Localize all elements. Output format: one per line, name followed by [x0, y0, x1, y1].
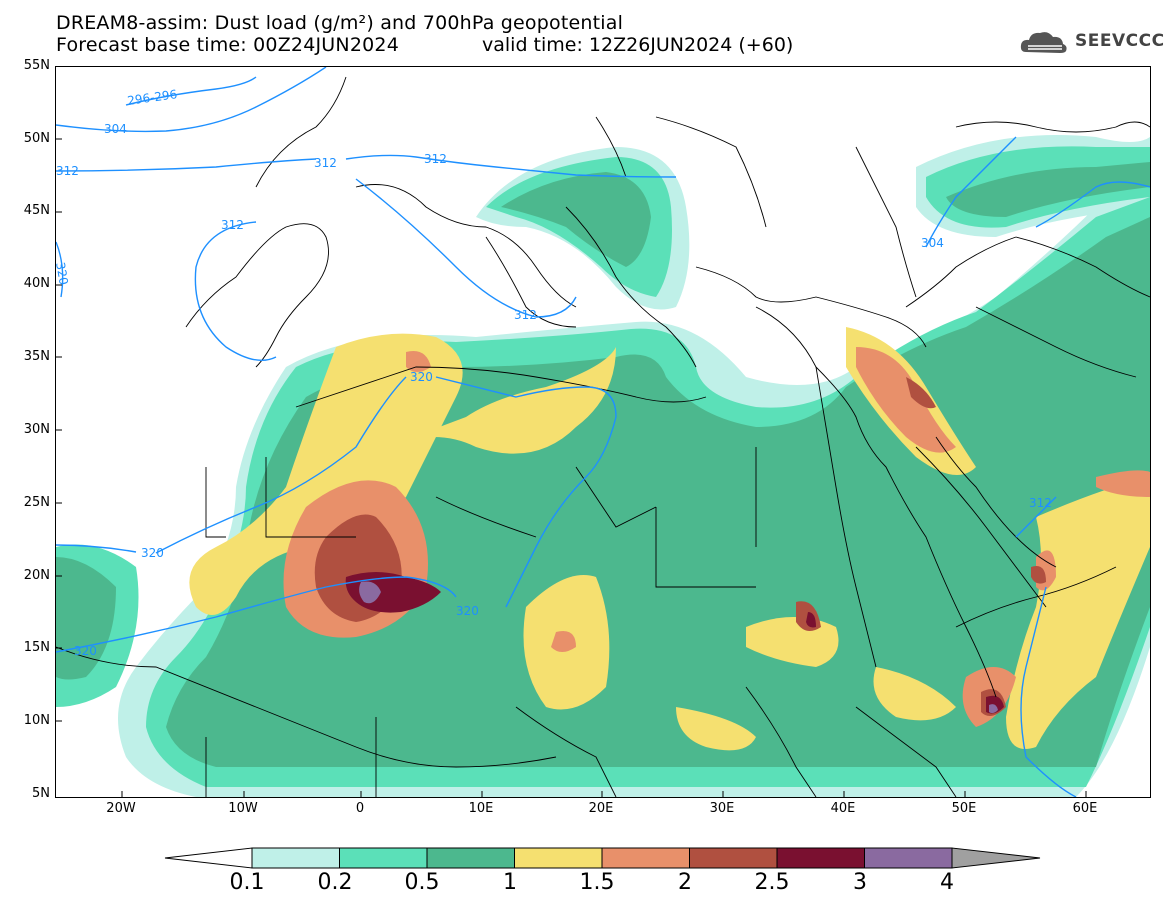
contour-label: 320	[56, 261, 71, 286]
colorbar-cell	[339, 847, 428, 869]
contour-label: 312	[221, 218, 244, 232]
contour-label: 320	[456, 604, 479, 618]
colorbar-label: 2	[678, 870, 692, 895]
lat-label: 50N	[23, 131, 50, 146]
lat-label: 15N	[23, 640, 50, 655]
colorbar-cell	[689, 847, 778, 869]
colorbar-label: 2.5	[754, 870, 790, 895]
colorbar-label: 4	[940, 870, 954, 895]
contour-label: 312	[424, 152, 447, 166]
colorbar-label: 0.2	[317, 870, 353, 895]
colorbar-arrow-high	[951, 847, 1041, 869]
lat-label: 10N	[23, 713, 50, 728]
lon-label: 30E	[709, 801, 735, 816]
colorbar-cell	[514, 847, 603, 869]
lat-label: 20N	[23, 568, 50, 583]
forecast-base-time: Forecast base time: 00Z24JUN2024	[56, 34, 399, 56]
logo-text: SEEVCCC	[1075, 31, 1165, 51]
colorbar-cell	[426, 847, 515, 869]
lon-label: 20E	[588, 801, 614, 816]
contour-label: 320	[74, 644, 97, 658]
lat-label: 25N	[23, 495, 50, 510]
contour-label: 312	[1029, 496, 1052, 510]
lat-label: 35N	[23, 349, 50, 364]
colorbar-label: 0.5	[404, 870, 440, 895]
colorbar-cell	[251, 847, 340, 869]
lon-label: 40E	[830, 801, 856, 816]
colorbar-label: 0.1	[229, 870, 265, 895]
contour-label: 304	[921, 236, 944, 250]
colorbar-label: 3	[853, 870, 867, 895]
colorbar-label: 1	[503, 870, 517, 895]
lat-label: 40N	[23, 276, 50, 291]
colorbar	[164, 847, 1041, 869]
contour-label: 320	[410, 370, 433, 384]
contour-label: 312	[56, 164, 79, 178]
map-title: DREAM8-assim: Dust load (g/m²) and 700hP…	[56, 12, 624, 34]
colorbar-cell	[776, 847, 865, 869]
contour-labels: 296-296 304 312 312 312 312 312 320 320 …	[56, 87, 1052, 658]
lat-label: 55N	[23, 58, 50, 73]
lon-label: 20W	[106, 801, 136, 816]
cloud-logo-icon	[1020, 32, 1067, 53]
lon-label: 10E	[468, 801, 494, 816]
colorbar-label: 1.5	[579, 870, 615, 895]
lon-label: 10W	[228, 801, 258, 816]
colorbar-cell	[601, 847, 690, 869]
colorbar-cell	[864, 847, 953, 869]
map-canvas: 296-296 304 312 312 312 312 312 320 320 …	[56, 67, 1150, 797]
colorbar-arrow-low	[164, 847, 253, 869]
contour-label: 320	[141, 546, 164, 560]
lon-label: 50E	[951, 801, 977, 816]
lon-label: 60E	[1072, 801, 1098, 816]
valid-time: valid time: 12Z26JUN2024 (+60)	[482, 34, 794, 56]
contour-label: 296-296	[126, 87, 178, 108]
contour-label: 304	[104, 122, 127, 136]
contour-label: 312	[314, 156, 337, 170]
contour-label: 312	[514, 308, 537, 322]
lat-label: 45N	[23, 203, 50, 218]
lat-label: 30N	[23, 422, 50, 437]
lon-label: 0	[355, 801, 365, 816]
dust-load-map: 296-296 304 312 312 312 312 312 320 320 …	[55, 66, 1151, 798]
lat-label: 5N	[32, 786, 50, 801]
